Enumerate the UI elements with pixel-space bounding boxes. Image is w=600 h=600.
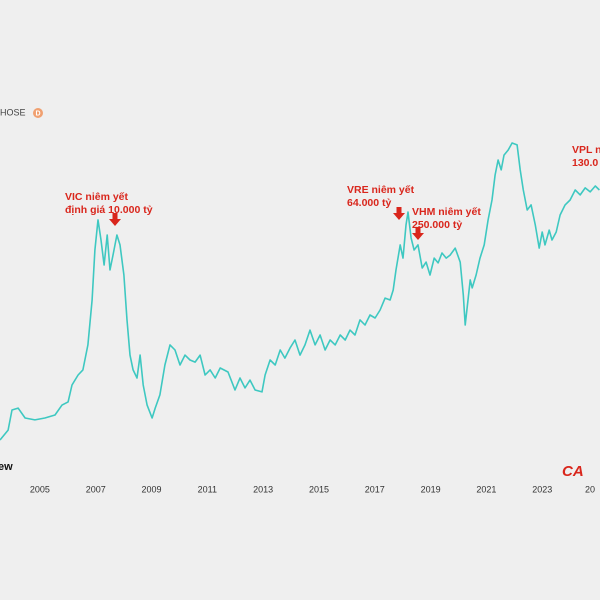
corner-text: ew [0, 461, 13, 473]
x-tick-label: 2007 [86, 484, 106, 494]
x-tick-label: 20 [585, 484, 595, 494]
annotation-text: VPL n [572, 144, 600, 156]
annotation-arrow [393, 207, 405, 220]
annotation-text: VIC niêm yết [65, 191, 129, 203]
annotation-arrow [412, 227, 424, 240]
x-tick-label: 2005 [30, 484, 50, 494]
x-tick-label: 2023 [532, 484, 552, 494]
annotation-text: định giá 10.000 tỷ [65, 204, 153, 216]
x-tick-label: 2017 [365, 484, 385, 494]
badge-circle [33, 108, 43, 118]
x-tick-label: 2009 [142, 484, 162, 494]
annotation-text: 250.000 tỷ [412, 219, 462, 231]
x-tick-label: 2011 [198, 484, 217, 494]
annotation-arrow [109, 213, 121, 226]
x-tick-label: 2015 [309, 484, 329, 494]
source-label: HOSE [0, 107, 26, 117]
annotation-text: VHM niêm yết [412, 206, 481, 218]
x-tick-label: 2013 [253, 484, 273, 494]
x-tick-label: 2019 [421, 484, 441, 494]
x-tick-label: 2021 [476, 484, 496, 494]
line-series [0, 142, 600, 441]
annotation-text: 64.000 tỷ [347, 197, 392, 209]
annotation-text: 130.0 [572, 157, 598, 169]
annotation-text: VRE niêm yết [347, 184, 415, 196]
logo: CA [562, 463, 584, 480]
badge: D [35, 110, 40, 117]
